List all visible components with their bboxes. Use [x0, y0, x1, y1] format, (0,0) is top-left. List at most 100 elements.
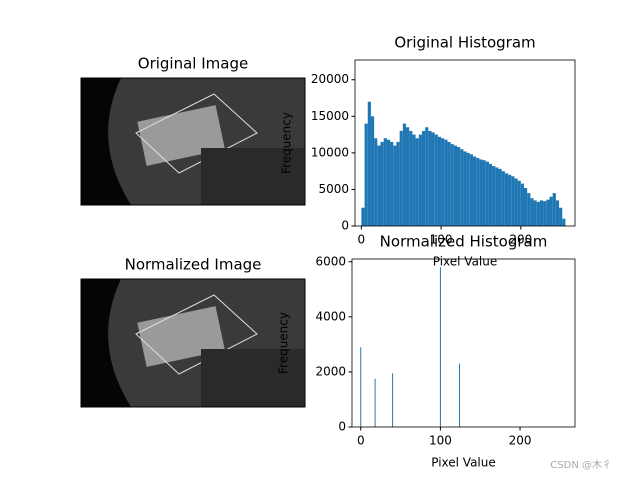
subplot-title: Original Image [138, 55, 248, 73]
histogram-bar [421, 130, 426, 226]
histogram-bar [441, 138, 445, 226]
histogram-bar [425, 127, 429, 226]
histogram-bar [514, 178, 518, 226]
y-tick-label: 2000 [315, 364, 346, 378]
axes-frame [354, 59, 576, 227]
y-tick-label: 0 [341, 219, 349, 233]
y-tick-label: 4000 [315, 309, 346, 323]
x-tick-label: 200 [509, 434, 532, 448]
image [80, 278, 306, 408]
bar [439, 267, 441, 427]
y-tick-label: 6000 [315, 254, 346, 268]
y-axis-label: Frequency [277, 312, 291, 374]
histogram-bar [517, 180, 521, 226]
bar [374, 378, 376, 427]
x-tick-label: 0 [357, 434, 365, 448]
subplot-title: Original Histogram [394, 34, 535, 52]
histogram-bar [476, 157, 480, 226]
bar [360, 347, 362, 427]
histogram-bar [562, 218, 566, 226]
y-tick-label: 15000 [311, 109, 349, 123]
image-vignette [81, 279, 131, 407]
histogram-bar [380, 141, 384, 226]
histogram-bar [370, 116, 375, 226]
histogram-bar [393, 145, 397, 226]
histogram-bar [412, 134, 416, 226]
histogram-bar [409, 130, 413, 226]
histogram-bar [457, 147, 461, 226]
histogram-bar [479, 159, 483, 226]
histogram-bar [390, 141, 394, 226]
y-tick-label: 5000 [318, 182, 349, 196]
histogram-bar [533, 200, 537, 226]
y-tick-label: 10000 [311, 145, 349, 159]
histogram-bar [367, 101, 371, 226]
histogram-bar [504, 173, 509, 226]
histogram-bar [536, 201, 540, 226]
histogram-bar [523, 187, 528, 226]
histogram-bar [508, 174, 512, 226]
image-floor [201, 349, 305, 407]
histogram-bar [552, 193, 556, 226]
subplot-title: Normalized Image [125, 256, 262, 274]
histogram-bar [492, 166, 496, 226]
bar [459, 363, 461, 427]
histogram-bar [539, 200, 544, 226]
histogram-bar [501, 171, 505, 226]
y-tick-label: 20000 [311, 72, 349, 86]
histogram-bar [472, 156, 477, 226]
histogram-bar [418, 134, 422, 226]
histogram-bar [511, 176, 515, 226]
histogram-bar [450, 144, 454, 226]
histogram-bar [434, 134, 438, 226]
histogram-bar [415, 138, 419, 226]
image-floor [201, 148, 305, 205]
x-axis-label: Pixel Value [431, 456, 496, 470]
image-border [80, 278, 306, 408]
bars [361, 101, 566, 226]
image-vignette [81, 78, 131, 205]
histogram-bar [559, 207, 563, 226]
histogram-bar [431, 132, 435, 226]
histogram-bar [399, 130, 403, 226]
histogram-bar [498, 168, 502, 226]
x-axis-label: Pixel Value [433, 255, 498, 269]
x-tick-label: 100 [429, 434, 452, 448]
histogram-bar [406, 127, 410, 226]
watermark: CSDN @木彳 [550, 459, 612, 471]
y-tick-label: 0 [338, 420, 346, 434]
histogram-bar [543, 201, 547, 226]
histogram-bar [383, 138, 387, 226]
histogram-bar [469, 154, 473, 226]
histogram-bar [482, 160, 486, 226]
histogram-bar [530, 198, 534, 226]
axes-frame [351, 258, 576, 428]
x-tick-label: 100 [430, 233, 453, 247]
histogram-bar [453, 145, 458, 226]
histogram-bar [447, 141, 451, 226]
image [80, 77, 306, 206]
histogram-bar [402, 123, 407, 226]
image-frame [135, 294, 258, 375]
y-axis-label: Frequency [280, 112, 294, 174]
histogram-bar [444, 139, 448, 226]
histogram-bar [463, 151, 467, 226]
histogram-bar [549, 196, 553, 226]
histogram-bar [485, 161, 489, 226]
x-tick-label: 0 [358, 233, 366, 247]
bars [360, 267, 461, 427]
histogram-bar [364, 123, 368, 226]
image-frame [135, 93, 258, 174]
histogram-bar [386, 139, 391, 226]
subplot-title: Normalized Histogram [380, 233, 548, 251]
histogram-bar [396, 141, 400, 226]
histogram-bar [488, 163, 493, 226]
histogram-bar [466, 152, 470, 226]
x-tick-label: 200 [509, 233, 532, 247]
histogram-bar [495, 167, 499, 226]
histogram-bar [555, 200, 560, 226]
histogram-bar [520, 183, 524, 226]
histogram-bar [361, 207, 365, 226]
histogram-bar [374, 138, 378, 226]
